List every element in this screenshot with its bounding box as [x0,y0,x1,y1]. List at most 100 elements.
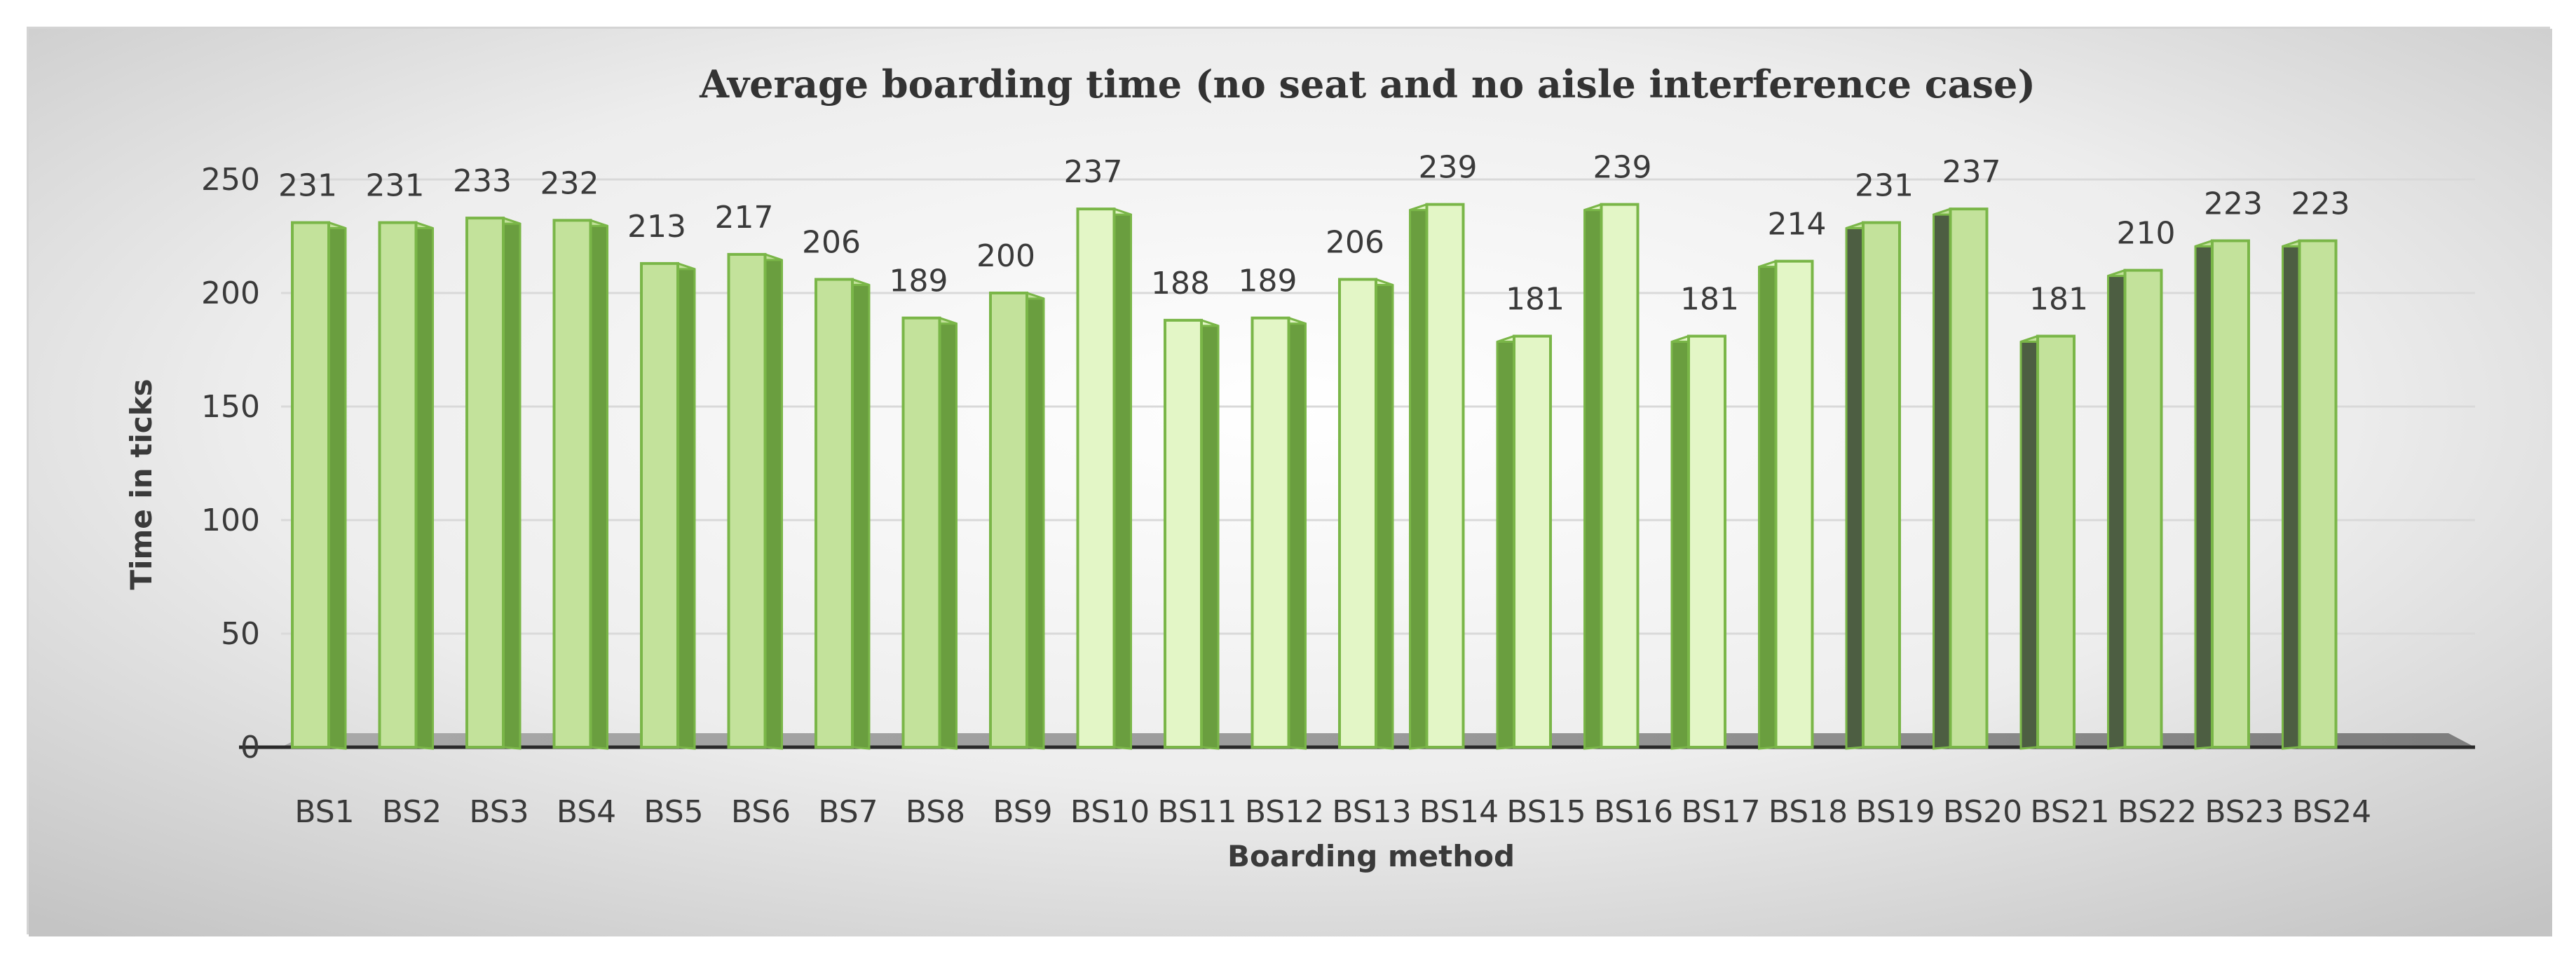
data-label: 181 [1506,282,1565,318]
x-tick-label: BS24 [2292,794,2371,830]
bar-side [1496,334,1515,750]
x-tick-label: BS3 [469,794,529,830]
bar-side [676,261,696,750]
bar-BS20 [1933,207,1989,750]
data-label: 206 [802,225,861,261]
data-label: 239 [1593,150,1652,186]
x-tick-label: BS11 [1157,794,1236,830]
bar-BS14 [1409,203,1465,750]
bar-side [1288,316,1307,750]
x-tick-label: BS6 [731,794,791,830]
bar-BS15 [1496,334,1552,750]
data-label: 223 [2204,186,2263,221]
bar-side [1409,203,1428,750]
x-tick-label: BS8 [906,794,965,830]
bar-side [1670,334,1690,750]
data-label: 213 [627,209,686,245]
bar-BS21 [2019,334,2076,750]
y-tick-label: 250 [201,162,260,198]
y-tick-label: 200 [201,275,260,311]
bar-BS17 [1670,334,1726,750]
bar-BS19 [1845,221,1901,750]
y-tick-label: 0 [240,730,260,765]
data-label: 239 [1419,150,1478,186]
x-axis-title: Boarding method [1227,839,1515,873]
chart-frame: Average boarding time (no seat and no ai… [27,27,2552,936]
bar-front [815,278,854,749]
data-label: 217 [715,200,774,236]
bar-front [2211,239,2250,749]
x-tick-label: BS5 [643,794,703,830]
x-tick-label: BS7 [818,794,878,830]
data-label: 189 [890,264,948,299]
x-tick-label: BS10 [1070,794,1150,830]
data-label: 223 [2291,186,2350,221]
bar-front [552,219,592,749]
data-label: 237 [1064,154,1123,190]
x-tick-label: BS23 [2204,794,2284,830]
data-label: 233 [453,163,512,199]
bar-BS9 [989,291,1045,750]
bars [291,203,2338,750]
bar-side [1375,278,1394,750]
bar-front [2036,334,2076,749]
bar-front [2123,268,2163,749]
y-tick-label: 150 [201,389,260,425]
data-label: 181 [1680,282,1739,318]
bar-BS12 [1250,316,1307,750]
data-label: 181 [2029,282,2088,318]
x-tick-label: BS4 [557,794,616,830]
bar-BS11 [1164,318,1220,750]
bar-side [2282,239,2301,750]
bar-BS16 [1583,203,1640,750]
bar-BS22 [2107,268,2163,750]
bar-front [727,252,767,749]
bar-BS10 [1076,207,1132,750]
bar-front [1076,207,1116,749]
y-axis-title: Time in ticks [124,379,158,589]
bar-side [1200,318,1220,750]
bar-front [640,261,679,749]
bar-BS18 [1758,259,1814,750]
bar-side [1933,207,1951,750]
data-label: 237 [1942,154,2001,190]
bar-side [764,252,783,750]
bar-front [465,217,505,749]
data-label: 200 [976,238,1035,274]
bar-front [1687,334,1726,749]
x-tick-label: BS14 [1419,794,1499,830]
bar-BS23 [2194,239,2250,750]
x-tick-label: BS1 [294,794,354,830]
data-label: 231 [366,168,425,204]
x-tick-label: BS18 [1769,794,1848,830]
bar-front [291,221,330,749]
bar-side [1758,259,1777,750]
x-tick-label: BS13 [1332,794,1411,830]
data-label: 231 [1855,168,1914,204]
bar-BS5 [640,261,696,750]
data-label: 214 [1768,207,1827,243]
bar-front [1862,221,1901,749]
bar-front [1600,203,1640,749]
bar-side [851,278,871,750]
x-tick-label: BS16 [1594,794,1673,830]
x-tick-label: BS20 [1943,794,2022,830]
x-tick-label: BS9 [993,794,1052,830]
bar-side [2107,268,2126,750]
bar-BS8 [901,316,958,750]
bar-side [2194,239,2214,750]
bar-front [989,292,1028,749]
bar-side [327,221,347,750]
bar-BS7 [815,278,871,750]
bar-BS2 [378,221,434,750]
bar-BS1 [291,221,347,750]
y-tick-label: 50 [221,616,260,652]
x-tick-label: BS15 [1506,794,1586,830]
chart-title: Average boarding time (no seat and no ai… [699,62,2036,107]
bar-side [590,219,608,750]
bar-side [1845,221,1865,750]
bar-front [1338,278,1377,749]
data-label: 189 [1239,264,1297,299]
bar-front [2298,239,2338,749]
x-tick-label: BS22 [2118,794,2197,830]
